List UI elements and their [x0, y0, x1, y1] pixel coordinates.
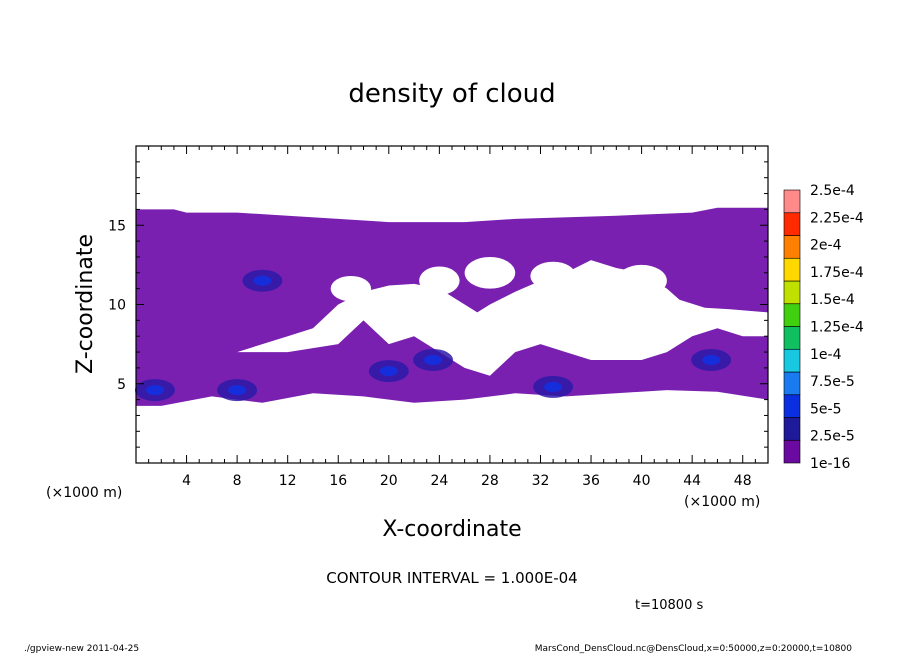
x-unit-label-left: (×1000 m)	[46, 485, 122, 501]
contour-interval: CONTOUR INTERVAL = 1.000E-04	[326, 569, 577, 587]
x-tick-label-44: 44	[683, 473, 701, 489]
colorbar-swatch-3	[783, 371, 801, 396]
colorbar-label-4: 1e-4	[810, 347, 842, 363]
x-tick-label-40: 40	[633, 473, 651, 489]
x-tick-label-36: 36	[582, 473, 600, 489]
colorbar-label-7: 1.75e-4	[810, 265, 864, 281]
y-tick-label-10: 10	[108, 298, 126, 314]
colorbar-label-6: 1.5e-4	[810, 292, 855, 308]
x-tick-label-4: 4	[182, 473, 191, 489]
time-label: t=10800 s	[635, 598, 703, 613]
x-unit-label-right: (×1000 m)	[684, 494, 760, 510]
cloud-core-region-2	[253, 275, 272, 286]
cloud-core-region-3	[379, 366, 398, 377]
colorbar-label-1: 2.5e-5	[810, 429, 855, 445]
x-tick-label-8: 8	[233, 473, 242, 489]
colorbar-swatch-4	[783, 348, 801, 373]
cloud-gap-2	[464, 256, 516, 289]
x-tick-label-48: 48	[734, 473, 752, 489]
colorbar-label-9: 2.25e-4	[810, 210, 864, 226]
cloud-gap-4	[616, 264, 667, 297]
x-tick-label-12: 12	[279, 473, 297, 489]
x-axis-ticks: 4 8 12 16 20 24 28 32 36 40 44 48	[148, 146, 756, 489]
colorbar-label-2: 5e-5	[810, 401, 841, 417]
colorbar-swatch-11	[783, 189, 801, 214]
colorbar-label-8: 2e-4	[810, 238, 842, 254]
colorbar-label-3: 7.5e-5	[810, 374, 855, 390]
colorbar-swatch-7	[783, 280, 801, 305]
x-tick-label-20: 20	[380, 473, 398, 489]
cloud-gap-1	[419, 266, 460, 295]
x-tick-label-16: 16	[329, 473, 347, 489]
colorbar-swatch-0	[783, 439, 801, 464]
x-axis-label: X-coordinate	[382, 517, 521, 542]
footer-left: ./gpview-new 2011-04-25	[24, 644, 139, 654]
colorbar-label-10: 2.5e-4	[810, 183, 855, 199]
cloud-core-region-5	[544, 381, 563, 392]
colorbar-label-5: 1.25e-4	[810, 320, 864, 336]
y-axis-ticks: 5 10 15	[108, 161, 768, 448]
cloud-core-region-6	[702, 354, 721, 365]
x-tick-label-24: 24	[430, 473, 448, 489]
cloud-field	[134, 207, 768, 406]
cloud-gap-3	[530, 261, 576, 291]
colorbar-swatch-6	[783, 303, 801, 327]
colorbar-swatch-1	[783, 417, 801, 441]
y-tick-label-15: 15	[108, 218, 126, 234]
colorbar-swatch-5	[783, 326, 801, 350]
cloud-core-region-0	[145, 385, 164, 396]
y-axis-label: Z-coordinate	[73, 234, 98, 374]
cloud-core-region-1	[228, 385, 247, 396]
colorbar-swatch-2	[783, 394, 801, 418]
x-tick-label-28: 28	[481, 473, 499, 489]
colorbar-swatch-8	[783, 257, 801, 282]
chart-title: density of cloud	[348, 79, 555, 109]
colorbar-swatch-10	[783, 212, 801, 236]
colorbar-label-0: 1e-16	[810, 456, 850, 472]
footer-right: MarsCond_DensCloud.nc@DensCloud,x=0:5000…	[535, 644, 852, 654]
x-tick-label-32: 32	[532, 473, 550, 489]
colorbar: 1e-16 2.5e-5 5e-5 7.5e-5 1e-4 1.25e-4 1.5e-4 1.…	[783, 183, 864, 472]
cloud-gap-0	[330, 275, 372, 302]
cloud-core-region-4	[424, 354, 443, 365]
y-tick-label-5: 5	[117, 377, 126, 393]
colorbar-swatch-9	[783, 235, 801, 259]
